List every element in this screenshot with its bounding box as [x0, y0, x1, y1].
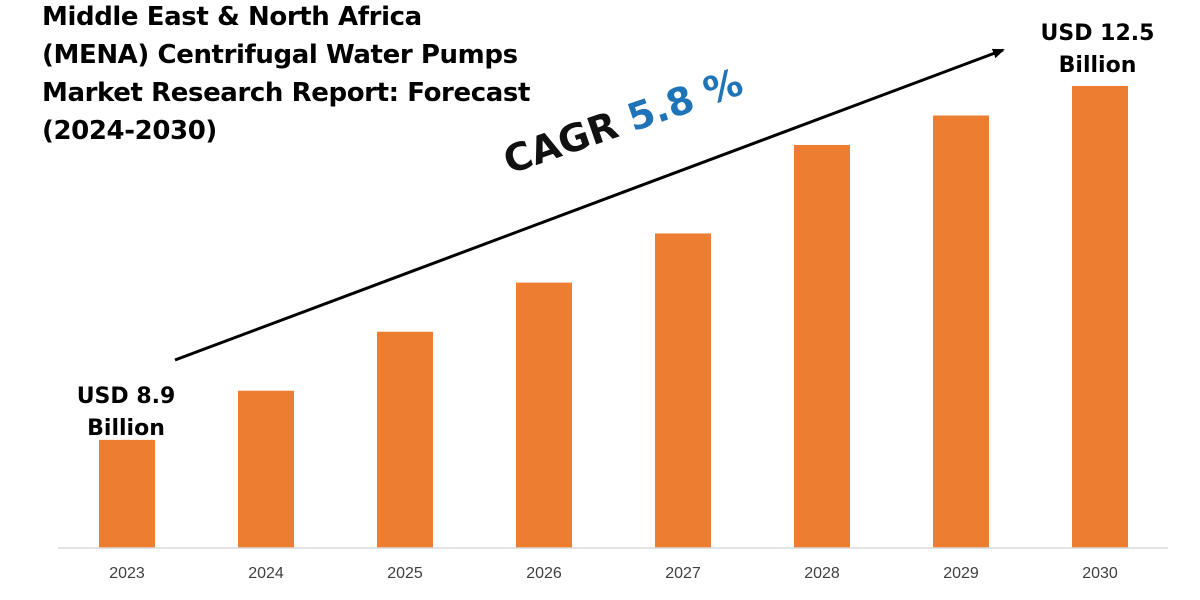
bar-2027: [655, 233, 711, 548]
start-value-callout: USD 8.9 Billion: [66, 381, 186, 445]
bar-2026: [516, 282, 572, 548]
x-tick-label-2027: 2027: [665, 565, 701, 582]
x-tick-label-2029: 2029: [943, 565, 979, 582]
end-value-amount: USD 12.5: [1040, 21, 1155, 46]
title-line-4: (2024-2030): [42, 116, 217, 146]
start-value-unit: Billion: [87, 416, 165, 441]
end-value-unit: Billion: [1058, 53, 1137, 78]
x-tick-label-2023: 2023: [109, 565, 145, 582]
bar-2023: [99, 439, 155, 548]
start-value-amount: USD 8.9: [76, 384, 176, 409]
bar-2025: [377, 331, 433, 548]
title-line-2: (MENA) Centrifugal Water Pumps: [42, 40, 518, 70]
x-tick-label-2024: 2024: [248, 565, 284, 582]
bar-2024: [238, 390, 294, 548]
x-tick-label-2025: 2025: [387, 565, 423, 582]
x-tick-label-2028: 2028: [804, 565, 840, 582]
title-line-3: Market Research Report: Forecast: [42, 78, 530, 108]
end-value-callout: USD 12.5 Billion: [1035, 18, 1160, 82]
bar-2030: [1072, 86, 1128, 548]
trend-arrow: [174, 48, 1005, 362]
x-tick-labels: 2023 2024 2025 2026 2027 2028 2029 2030: [109, 565, 1118, 582]
bars-group: [99, 86, 1128, 548]
title-line-1: Middle East & North Africa: [42, 2, 422, 32]
x-tick-label-2026: 2026: [526, 565, 562, 582]
bar-2029: [933, 115, 989, 548]
bar-2028: [794, 144, 850, 548]
chart-title: Middle East & North Africa (MENA) Centri…: [42, 0, 562, 150]
x-tick-label-2030: 2030: [1082, 565, 1118, 582]
